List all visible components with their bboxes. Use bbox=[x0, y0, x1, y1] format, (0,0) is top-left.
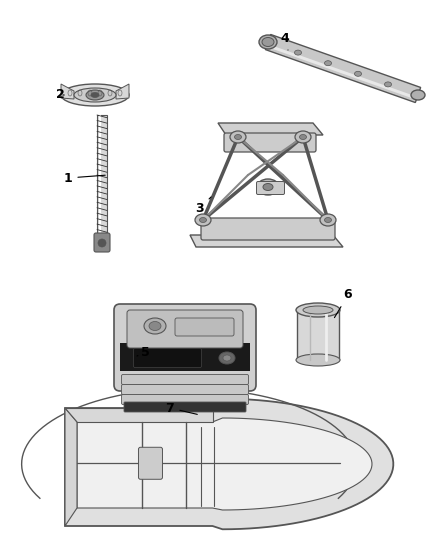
Polygon shape bbox=[61, 84, 74, 99]
FancyBboxPatch shape bbox=[134, 349, 201, 367]
Ellipse shape bbox=[320, 214, 336, 226]
Text: 6: 6 bbox=[335, 288, 352, 318]
Ellipse shape bbox=[325, 217, 332, 222]
Polygon shape bbox=[65, 408, 212, 422]
Ellipse shape bbox=[303, 306, 333, 314]
Ellipse shape bbox=[325, 61, 332, 66]
Ellipse shape bbox=[219, 352, 235, 364]
Ellipse shape bbox=[295, 131, 311, 143]
FancyBboxPatch shape bbox=[175, 318, 234, 336]
Ellipse shape bbox=[234, 134, 241, 140]
Ellipse shape bbox=[262, 37, 274, 46]
Ellipse shape bbox=[149, 321, 161, 330]
FancyBboxPatch shape bbox=[127, 310, 243, 348]
Ellipse shape bbox=[263, 183, 273, 190]
FancyBboxPatch shape bbox=[120, 343, 250, 371]
Ellipse shape bbox=[300, 134, 307, 140]
Text: 1: 1 bbox=[64, 172, 105, 184]
Ellipse shape bbox=[411, 90, 425, 100]
Ellipse shape bbox=[230, 131, 246, 143]
FancyBboxPatch shape bbox=[201, 218, 335, 240]
FancyBboxPatch shape bbox=[297, 310, 339, 360]
FancyBboxPatch shape bbox=[224, 133, 316, 152]
Text: 5: 5 bbox=[137, 345, 149, 359]
FancyBboxPatch shape bbox=[97, 115, 107, 235]
Ellipse shape bbox=[257, 179, 279, 195]
FancyBboxPatch shape bbox=[121, 394, 248, 405]
Polygon shape bbox=[265, 35, 420, 102]
FancyBboxPatch shape bbox=[121, 375, 248, 384]
Ellipse shape bbox=[223, 355, 231, 361]
FancyBboxPatch shape bbox=[257, 182, 285, 195]
Text: 4: 4 bbox=[281, 31, 290, 50]
Ellipse shape bbox=[199, 217, 206, 222]
Polygon shape bbox=[65, 408, 77, 526]
Ellipse shape bbox=[86, 90, 104, 100]
FancyBboxPatch shape bbox=[114, 304, 256, 391]
FancyBboxPatch shape bbox=[121, 384, 248, 394]
Ellipse shape bbox=[294, 50, 301, 55]
Polygon shape bbox=[190, 235, 343, 247]
Ellipse shape bbox=[98, 239, 106, 247]
Ellipse shape bbox=[61, 84, 129, 106]
Polygon shape bbox=[218, 123, 323, 135]
Ellipse shape bbox=[74, 88, 116, 102]
FancyBboxPatch shape bbox=[124, 402, 246, 412]
Ellipse shape bbox=[296, 303, 340, 317]
Polygon shape bbox=[65, 399, 393, 529]
Text: 7: 7 bbox=[166, 401, 197, 415]
Polygon shape bbox=[116, 84, 129, 99]
Ellipse shape bbox=[354, 71, 361, 76]
Text: 3: 3 bbox=[196, 197, 211, 214]
Ellipse shape bbox=[296, 354, 340, 366]
FancyBboxPatch shape bbox=[94, 233, 110, 252]
Polygon shape bbox=[266, 44, 417, 100]
Ellipse shape bbox=[259, 35, 277, 49]
Ellipse shape bbox=[385, 82, 392, 87]
Ellipse shape bbox=[91, 93, 99, 98]
Ellipse shape bbox=[195, 214, 211, 226]
FancyBboxPatch shape bbox=[138, 447, 162, 479]
Text: 2: 2 bbox=[56, 88, 64, 101]
Polygon shape bbox=[77, 418, 372, 510]
Ellipse shape bbox=[144, 318, 166, 334]
